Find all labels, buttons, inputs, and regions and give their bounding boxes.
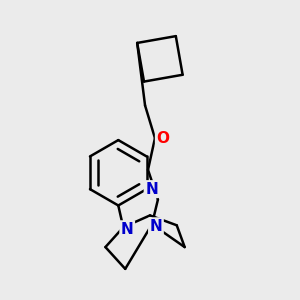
Text: N: N bbox=[150, 219, 162, 234]
Text: N: N bbox=[145, 182, 158, 196]
Text: N: N bbox=[121, 222, 134, 237]
Text: O: O bbox=[156, 130, 170, 146]
